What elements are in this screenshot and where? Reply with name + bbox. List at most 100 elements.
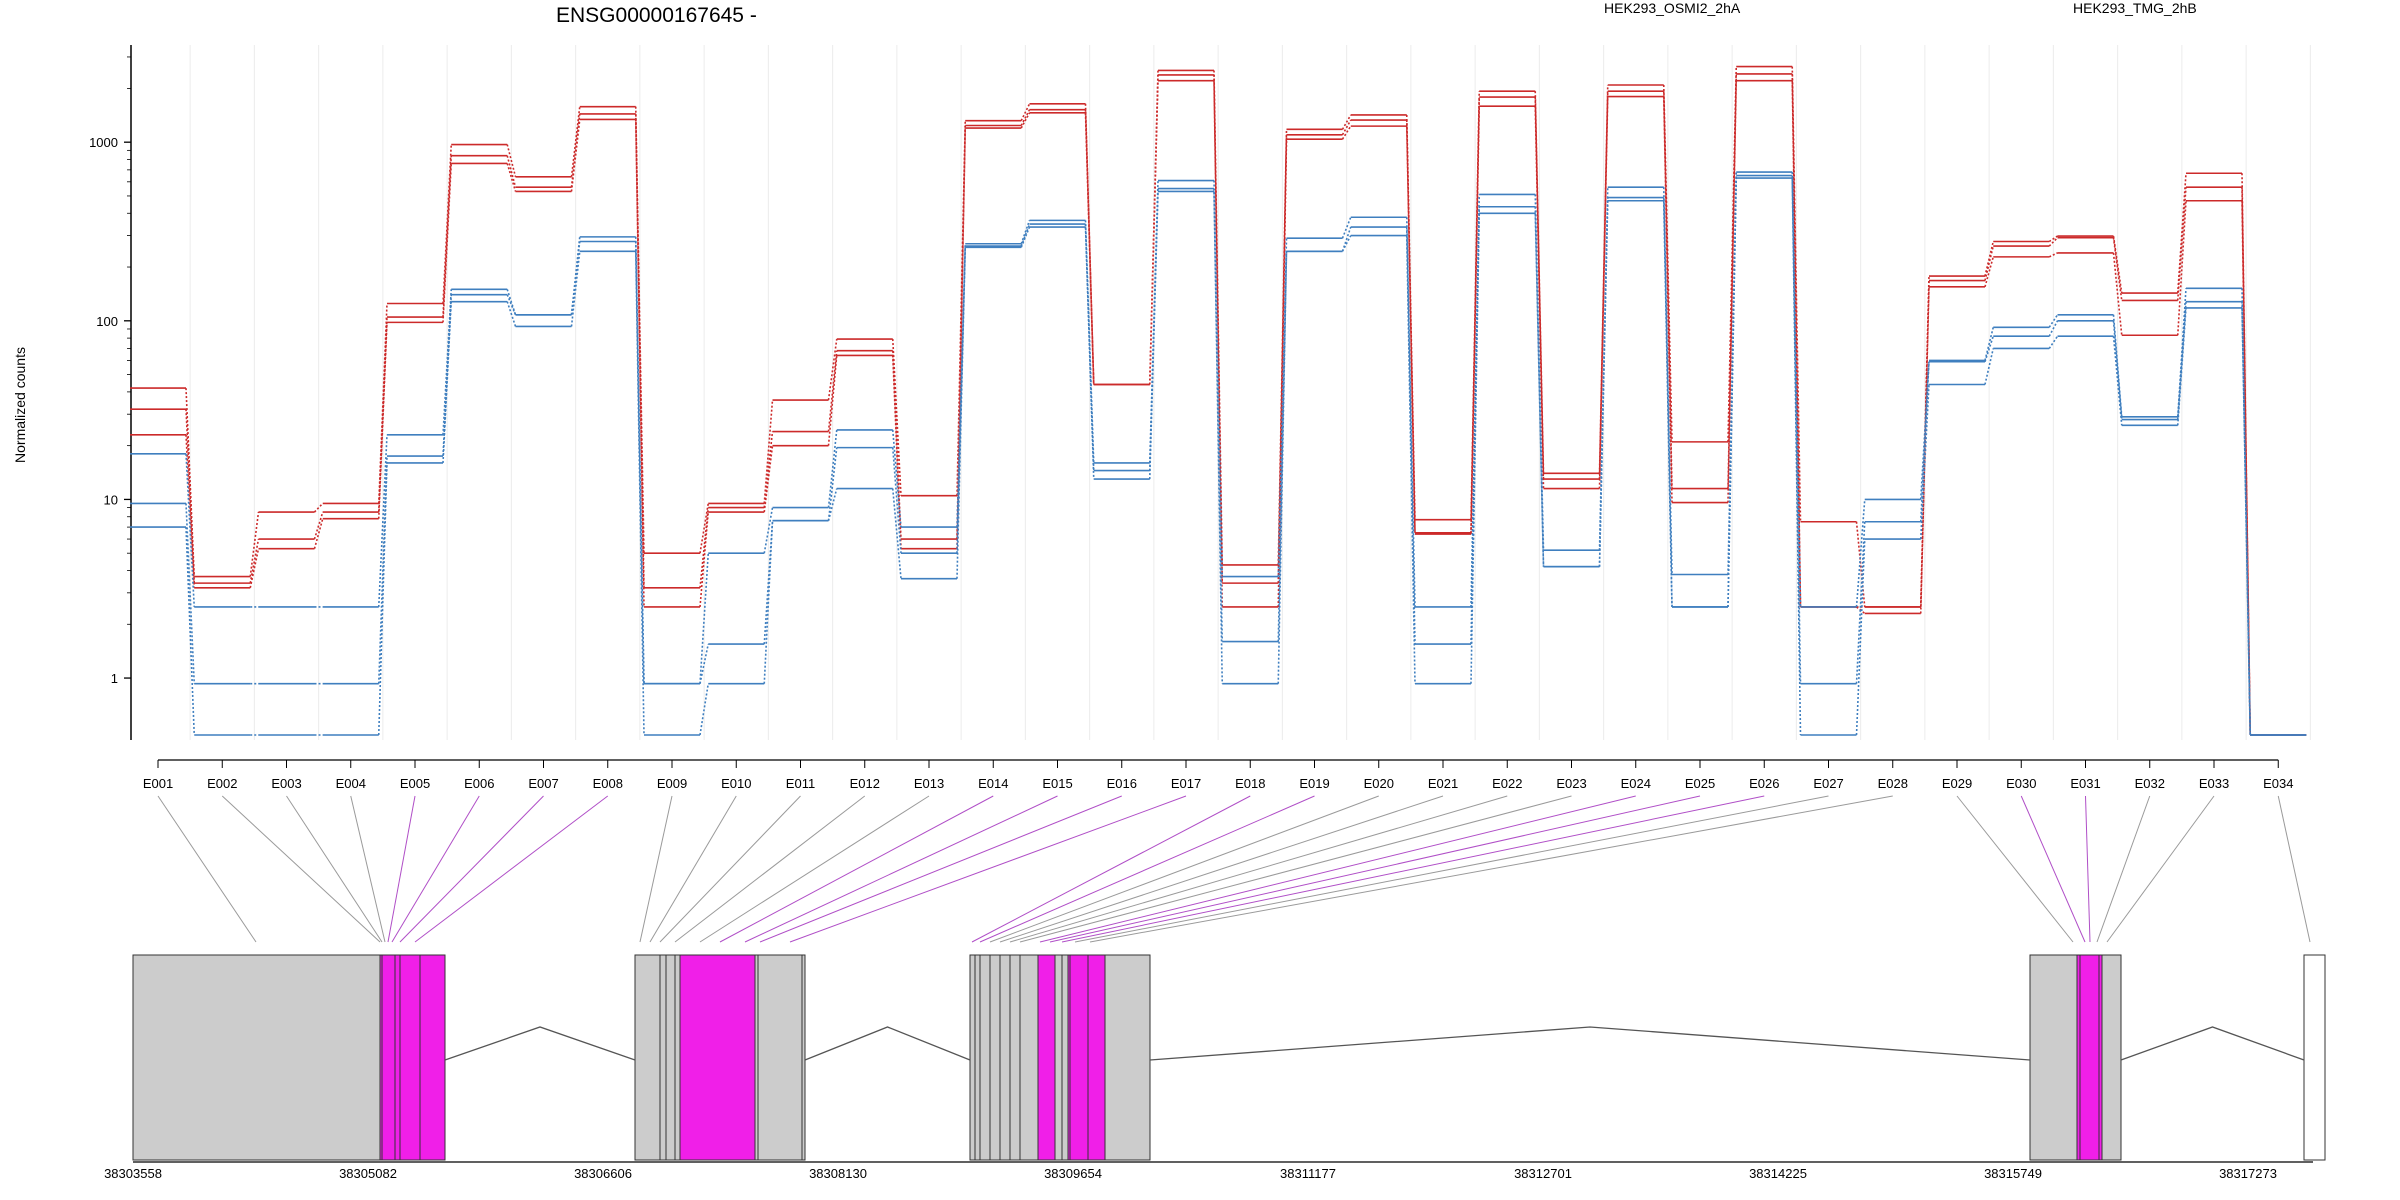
- series-connector: [185, 409, 196, 584]
- series-connector: [570, 119, 581, 192]
- exon-label: E023: [1556, 776, 1586, 791]
- exon-link: [989, 795, 1379, 943]
- y-tick-label: 10: [104, 492, 118, 507]
- series-connector: [377, 434, 388, 608]
- exon-label: E034: [2263, 776, 2293, 791]
- exon-label: E016: [1107, 776, 1137, 791]
- significant-exon: [1067, 954, 1106, 1161]
- legend-blue: HEK293_TMG_2hB: [2073, 0, 2197, 16]
- exon-link: [2085, 795, 2091, 943]
- series-connector: [1405, 217, 1416, 607]
- series-connector: [185, 453, 196, 608]
- series-connector: [2112, 314, 2123, 417]
- series-connector: [891, 429, 902, 528]
- series-connector: [827, 488, 838, 521]
- legend-red: HEK293_OSMI2_2hA: [1604, 0, 1741, 16]
- exon-block: [1104, 954, 1151, 1161]
- series-connector: [1919, 280, 1930, 607]
- series-connector: [1470, 91, 1481, 520]
- exon-label: E004: [336, 776, 366, 791]
- exon-link: [2277, 795, 2311, 943]
- exon-label: E019: [1299, 776, 1329, 791]
- series-connector: [1919, 360, 1930, 500]
- genomic-tick-label: 38309654: [1044, 1166, 1102, 1181]
- exon-label: E024: [1621, 776, 1651, 791]
- series-connector: [1598, 96, 1609, 489]
- exon-label: E031: [2070, 776, 2100, 791]
- series-connector: [313, 502, 324, 513]
- series-connector: [2048, 237, 2059, 247]
- exon-link: [157, 795, 257, 943]
- series-connector: [827, 447, 838, 521]
- series-connector: [763, 520, 774, 684]
- exon-label: E017: [1171, 776, 1201, 791]
- series-connector: [1341, 119, 1352, 136]
- genomic-tick-label: 38317273: [2219, 1166, 2277, 1181]
- exon-label: E027: [1813, 776, 1843, 791]
- series-connector: [1084, 103, 1095, 385]
- exon-link: [2096, 795, 2151, 943]
- exon-label: E028: [1878, 776, 1908, 791]
- significant-exon: [419, 954, 446, 1161]
- series-connector: [1984, 327, 1995, 361]
- series-connector: [634, 119, 645, 607]
- exon-label: E015: [1042, 776, 1072, 791]
- series-connector: [763, 520, 774, 645]
- series-connector: [1598, 84, 1609, 474]
- series-connector: [1277, 251, 1288, 684]
- exon-block: [969, 954, 1039, 1161]
- series-connector: [2048, 335, 2059, 349]
- exon-link: [286, 795, 383, 943]
- y-tick-label: 1000: [89, 135, 118, 150]
- exon-link: [391, 795, 480, 943]
- exon-link: [1089, 795, 1893, 943]
- series-connector: [1984, 241, 1995, 277]
- exon-link: [1074, 795, 1829, 943]
- exon-label: E010: [721, 776, 751, 791]
- series-connector: [1855, 499, 1866, 608]
- exon-link: [350, 795, 386, 943]
- series-connector: [1919, 361, 1930, 522]
- series-connector: [249, 511, 260, 577]
- exon-label: E022: [1492, 776, 1522, 791]
- exon-link: [639, 795, 673, 943]
- series-connector: [506, 155, 517, 188]
- exon-link: [649, 795, 737, 943]
- series-connector: [1727, 73, 1738, 489]
- series-connector: [1791, 175, 1802, 684]
- intron: [2120, 1026, 2305, 1061]
- series-connector: [699, 503, 710, 554]
- exon-label: E013: [914, 776, 944, 791]
- exon-link: [971, 795, 1251, 943]
- exon-link: [1009, 795, 1508, 943]
- series-connector: [2112, 320, 2123, 420]
- series-connector: [1405, 126, 1416, 535]
- exon-label: E007: [528, 776, 558, 791]
- series-connector: [1341, 235, 1352, 252]
- y-axis-title: Normalized counts: [12, 347, 28, 463]
- exon-link: [1019, 795, 1572, 943]
- series-connector: [827, 429, 838, 508]
- series-connector: [1148, 80, 1159, 385]
- series-connector: [313, 518, 324, 549]
- genomic-tick-label: 38311177: [1280, 1166, 1336, 1181]
- series-connector: [2048, 320, 2059, 337]
- exon-link: [789, 795, 1187, 943]
- exon-label: E014: [978, 776, 1008, 791]
- exon-label: E003: [271, 776, 301, 791]
- series-connector: [2048, 235, 2058, 243]
- exon-block: [132, 954, 381, 1161]
- series-connector: [1084, 112, 1095, 385]
- series-connector: [1213, 74, 1224, 584]
- series-connector: [2112, 237, 2123, 301]
- exon-link: [221, 795, 381, 943]
- series-connector: [442, 163, 453, 323]
- series-connector: [377, 322, 388, 519]
- series-connector: [249, 548, 260, 588]
- exon-block: [2029, 954, 2078, 1161]
- exon-label: E029: [1942, 776, 1972, 791]
- series-connector: [2112, 252, 2123, 336]
- series-connector: [185, 527, 196, 736]
- series-connector: [506, 289, 517, 316]
